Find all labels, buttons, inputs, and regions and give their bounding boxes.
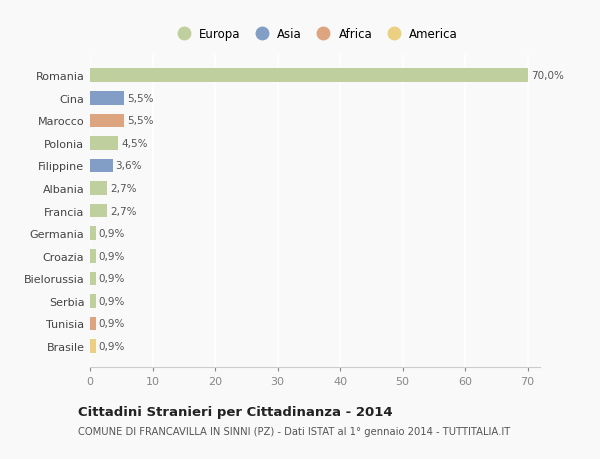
Bar xyxy=(90,340,95,353)
Legend: Europa, Asia, Africa, America: Europa, Asia, Africa, America xyxy=(167,23,463,46)
Bar xyxy=(90,227,95,241)
Text: 4,5%: 4,5% xyxy=(121,139,148,149)
Bar xyxy=(90,114,124,128)
Bar xyxy=(90,92,124,105)
Text: 0,9%: 0,9% xyxy=(99,229,125,239)
Bar xyxy=(90,182,107,196)
Bar xyxy=(90,137,118,151)
Text: 3,6%: 3,6% xyxy=(116,161,142,171)
Text: 0,9%: 0,9% xyxy=(99,296,125,306)
Bar xyxy=(90,249,95,263)
Text: 2,7%: 2,7% xyxy=(110,184,137,194)
Text: 0,9%: 0,9% xyxy=(99,319,125,329)
Text: 5,5%: 5,5% xyxy=(128,94,154,104)
Bar xyxy=(90,272,95,285)
Bar xyxy=(90,159,113,173)
Text: 70,0%: 70,0% xyxy=(530,71,563,81)
Text: 2,7%: 2,7% xyxy=(110,206,137,216)
Bar xyxy=(90,69,527,83)
Bar xyxy=(90,317,95,330)
Text: COMUNE DI FRANCAVILLA IN SINNI (PZ) - Dati ISTAT al 1° gennaio 2014 - TUTTITALIA: COMUNE DI FRANCAVILLA IN SINNI (PZ) - Da… xyxy=(78,426,510,436)
Bar xyxy=(90,295,95,308)
Text: 0,9%: 0,9% xyxy=(99,251,125,261)
Text: 0,9%: 0,9% xyxy=(99,274,125,284)
Text: Cittadini Stranieri per Cittadinanza - 2014: Cittadini Stranieri per Cittadinanza - 2… xyxy=(78,405,392,419)
Text: 0,9%: 0,9% xyxy=(99,341,125,351)
Bar xyxy=(90,204,107,218)
Text: 5,5%: 5,5% xyxy=(128,116,154,126)
